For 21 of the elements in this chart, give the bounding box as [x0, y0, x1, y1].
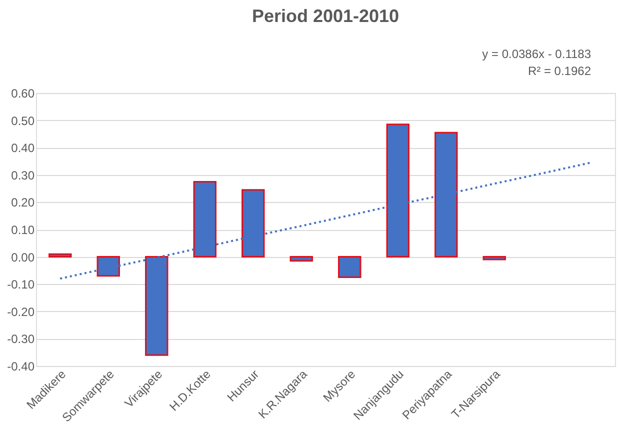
y-tick-label: -0.30 [7, 332, 35, 346]
y-tick-label: 0.40 [11, 141, 35, 156]
bar [193, 180, 216, 258]
y-tick-label: 0.00 [11, 250, 35, 264]
chart-title: Period 2001-2010 [252, 6, 400, 26]
text: R² = 0.1962 [528, 64, 592, 78]
text: y = 0.0386x - 0.1183 [482, 47, 592, 61]
y-tick-label: -0.40 [7, 360, 35, 374]
bar [48, 253, 72, 258]
y-tick-label: 0.60 [11, 86, 35, 100]
y-tick-label: -0.10 [7, 278, 35, 292]
bar [96, 256, 120, 277]
bar [242, 189, 265, 258]
bar [482, 256, 506, 260]
y-tick-label: 0.10 [11, 223, 35, 237]
y-tick-label: 0.30 [11, 168, 35, 182]
bar [338, 256, 362, 278]
bar [290, 256, 313, 262]
y-tick-label: -0.20 [7, 304, 35, 319]
y-tick-label: 0.20 [11, 196, 35, 210]
y-tick-label: 0.50 [11, 114, 35, 128]
